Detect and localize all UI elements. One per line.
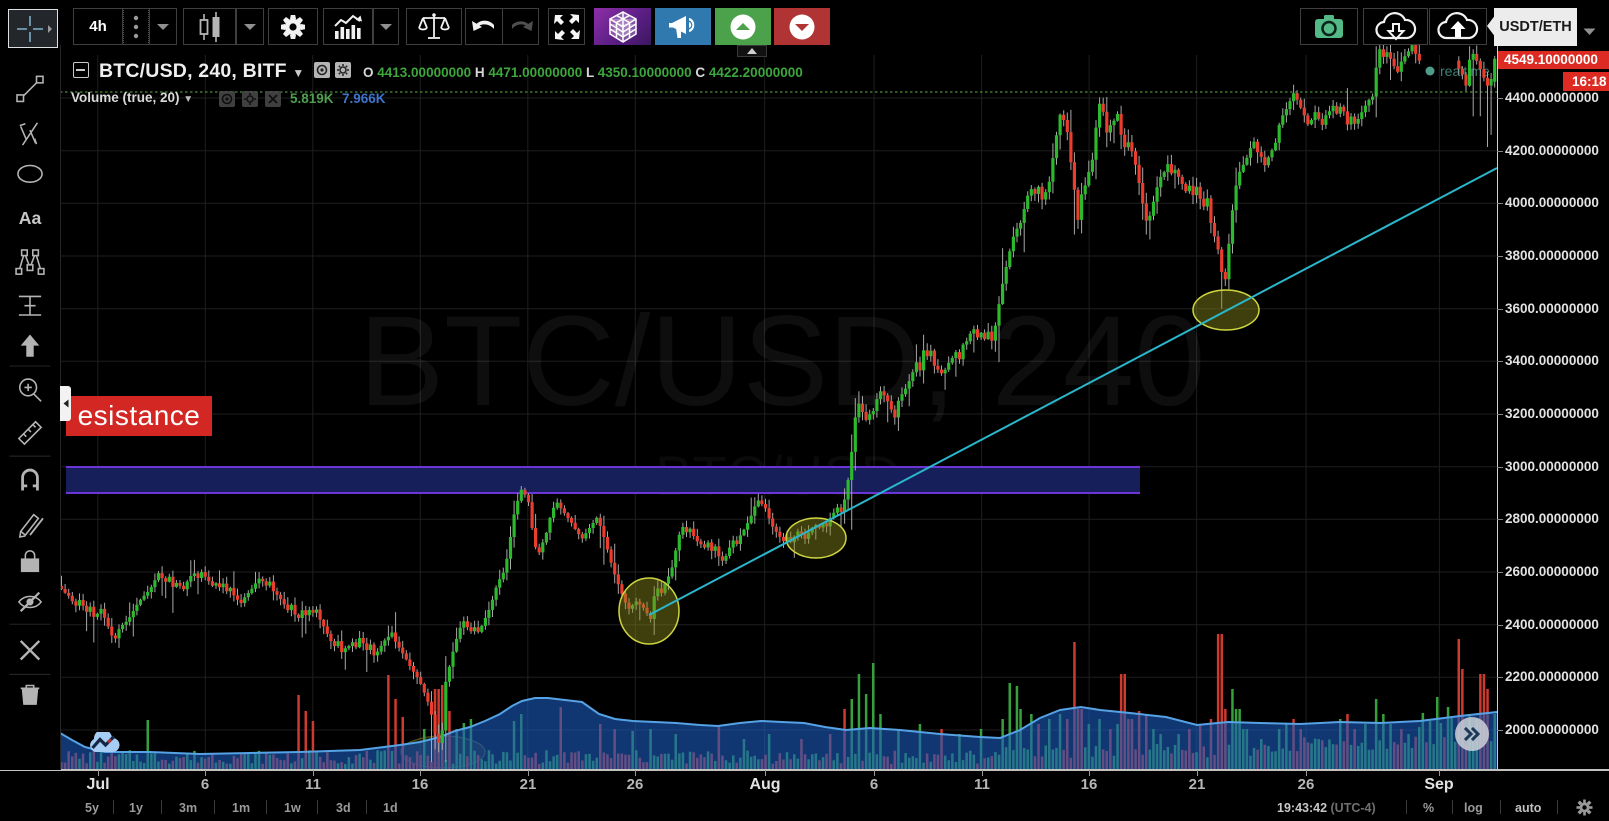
svg-text:realtime: realtime [1440,63,1490,79]
svg-text:BTC/USD, 240: BTC/USD, 240 [359,290,1206,433]
svg-text:Aa: Aa [19,208,42,228]
